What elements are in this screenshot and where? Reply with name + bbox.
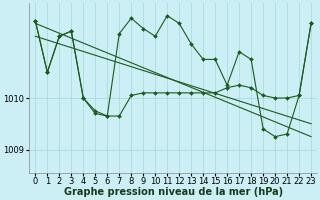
X-axis label: Graphe pression niveau de la mer (hPa): Graphe pression niveau de la mer (hPa)	[64, 187, 283, 197]
